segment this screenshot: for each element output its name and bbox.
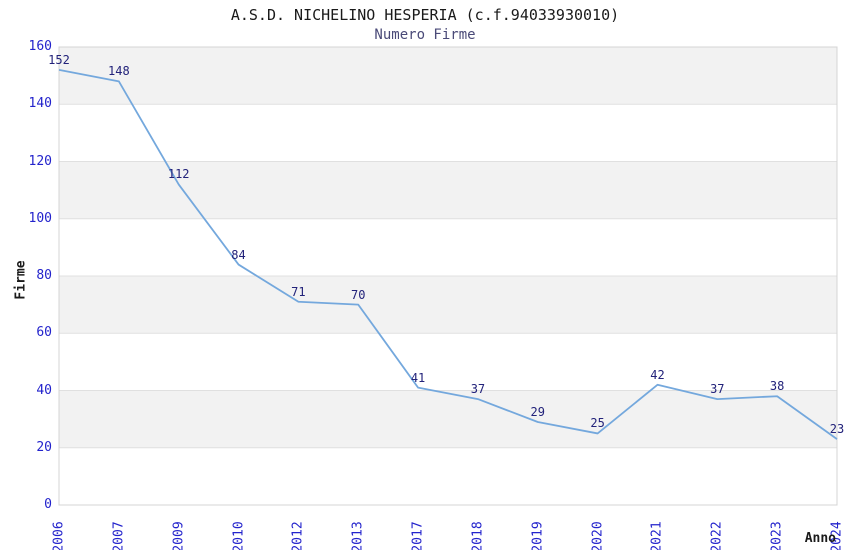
data-point-label: 25 <box>590 416 605 431</box>
data-point-label: 152 <box>48 52 70 67</box>
data-point-label: 71 <box>291 284 306 299</box>
plot-band <box>59 161 837 219</box>
y-tick-label: 120 <box>28 153 52 169</box>
y-tick-label: 0 <box>44 497 52 512</box>
y-tick-label: 80 <box>36 268 52 283</box>
plot-band <box>59 47 837 105</box>
data-series-line <box>58 69 838 440</box>
chart-title: A.S.D. NICHELINO HESPERIA (c.f.940339300… <box>230 6 620 24</box>
chart-subtitle: Numero Firme <box>374 27 476 43</box>
plot-border <box>58 46 838 506</box>
y-tick-label: 100 <box>28 210 52 226</box>
y-tick-label: 40 <box>36 382 52 398</box>
plot-band <box>59 276 837 334</box>
data-point-label: 84 <box>231 247 246 262</box>
data-point-label: 42 <box>650 367 665 382</box>
data-point-label: 148 <box>108 64 130 79</box>
data-point-label: 41 <box>410 370 426 385</box>
y-tick-label: 60 <box>36 325 52 341</box>
data-point-label: 112 <box>167 167 190 182</box>
y-tick-label: 20 <box>36 439 52 455</box>
y-tick-label: 140 <box>28 96 52 112</box>
data-point-label: 37 <box>470 382 486 397</box>
plot-band <box>59 390 837 448</box>
x-axis-title: Anno <box>804 531 836 546</box>
data-point-label: 38 <box>769 379 785 394</box>
data-point-label: 70 <box>350 287 366 302</box>
data-point-label: 23 <box>829 422 845 437</box>
data-point-label: 29 <box>530 404 545 419</box>
data-point-label: 37 <box>710 382 725 397</box>
y-tick-label: 160 <box>28 39 52 54</box>
